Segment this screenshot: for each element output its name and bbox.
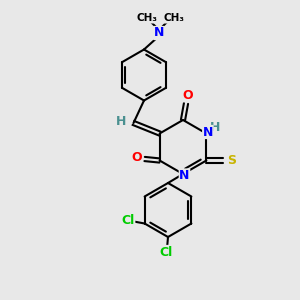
Text: CH₃: CH₃: [164, 13, 184, 23]
Text: H: H: [210, 121, 220, 134]
Text: N: N: [203, 125, 213, 139]
Text: Cl: Cl: [122, 214, 135, 227]
Text: N: N: [154, 26, 164, 40]
Text: CH₃: CH₃: [136, 13, 158, 23]
Text: H: H: [116, 115, 126, 128]
Text: N: N: [179, 169, 190, 182]
Text: O: O: [131, 151, 142, 164]
Text: Cl: Cl: [160, 245, 173, 259]
Text: O: O: [182, 88, 193, 102]
Text: S: S: [227, 154, 236, 167]
